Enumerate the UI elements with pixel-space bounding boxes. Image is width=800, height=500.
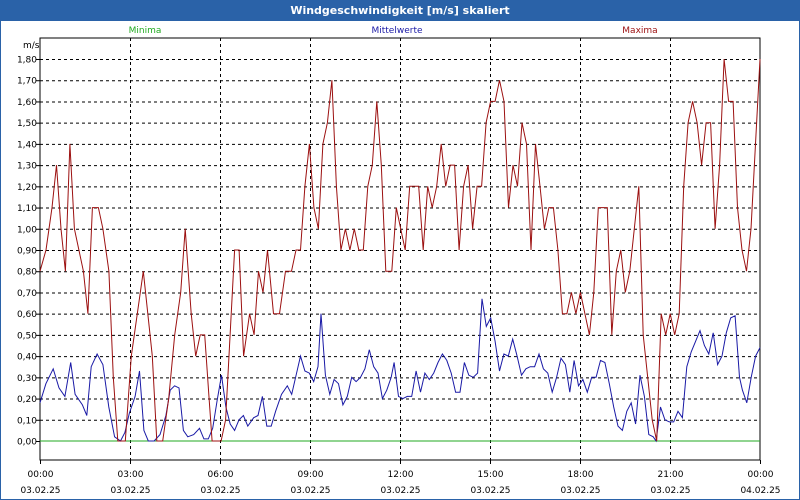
x-tick-date-label: 03.02.25 [290, 486, 330, 496]
y-tick-label: 0,50 [17, 331, 37, 341]
y-tick-label: 1,10 [17, 204, 37, 214]
y-tick-label: 1,50 [17, 119, 37, 129]
x-tick-time-label: 09:00 [298, 470, 324, 480]
window-title: Windgeschwindigkeit [m/s] skaliert [1, 1, 799, 21]
y-tick-label: 1,20 [17, 183, 37, 193]
x-tick-date-label: 03.02.25 [380, 486, 420, 496]
legend-minima: Minima [129, 26, 162, 36]
y-tick-label: 0,20 [17, 395, 37, 405]
y-tick-label: 0,80 [17, 268, 37, 278]
y-tick-label: 1,30 [17, 162, 37, 172]
y-tick-label: 1,70 [17, 77, 37, 87]
legend: Minima Mittelwerte Maxima [129, 26, 658, 36]
y-tick-label: 0,90 [17, 247, 37, 257]
x-tick-time-label: 15:00 [478, 470, 504, 480]
axes: 0,00 0,10 0,20 0,30 0,40 0,50 0,60 0,70 0,80 0,90… [17, 37, 781, 496]
x-tick-time-label: 06:00 [208, 470, 234, 480]
y-tick-label: 0,00 [17, 438, 37, 448]
x-tick-date-label: 03.02.25 [650, 486, 690, 496]
y-tick-label: 1,80 [17, 56, 37, 66]
x-tick-date-label: 03.02.25 [110, 486, 150, 496]
x-tick-date-label: 04.02.25 [740, 486, 780, 496]
x-tick-date-label: 03.02.25 [470, 486, 510, 496]
y-tick-label: 1,60 [17, 98, 37, 108]
x-tick-time-label: 18:00 [568, 470, 594, 480]
x-tick-time-label: 00:00 [28, 470, 54, 480]
y-tick-label: 1,40 [17, 140, 37, 150]
y-tick-label: 0,60 [17, 310, 37, 320]
y-tick-label: 0,10 [17, 416, 37, 426]
y-tick-label: 1,00 [17, 225, 37, 235]
x-tick-date-label: 03.02.25 [20, 486, 60, 496]
x-tick-time-label: 12:00 [388, 470, 414, 480]
series-line-maxima [39, 58, 761, 442]
x-tick-time-label: 03:00 [118, 470, 144, 480]
x-tick-date-label: 03.02.25 [200, 486, 240, 496]
legend-mittelwerte: Mittelwerte [371, 26, 422, 36]
y-tick-label: 0,40 [17, 353, 37, 363]
series-line-mittelwerte [39, 298, 761, 443]
legend-maxima: Maxima [622, 26, 657, 36]
series [39, 58, 761, 443]
y-tick-label: 0,30 [17, 374, 37, 384]
y-tick-label: 0,70 [17, 289, 37, 299]
x-tick-date-label: 03.02.25 [560, 486, 600, 496]
x-tick-time-label: 21:00 [658, 470, 684, 480]
y-unit-label: m/s [23, 41, 40, 51]
x-tick-time-label: 00:00 [748, 470, 774, 480]
